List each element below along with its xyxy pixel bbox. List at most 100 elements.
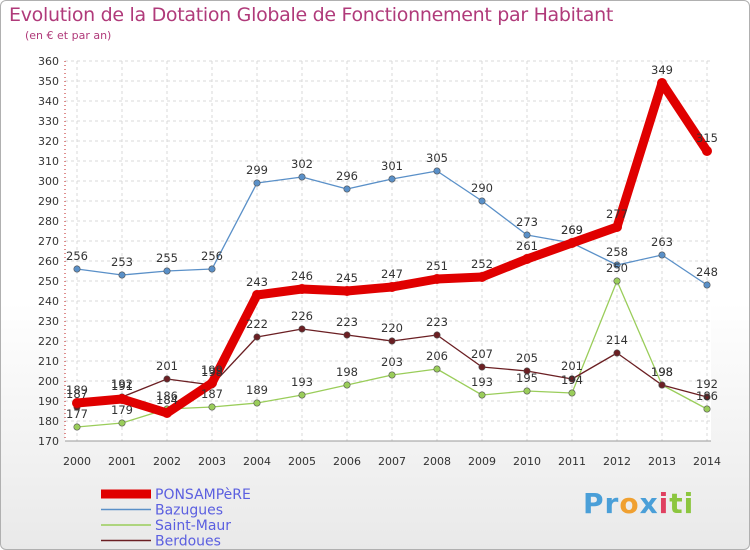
data-label: 186 — [156, 389, 178, 403]
plot-area — [65, 61, 711, 441]
y-tick-label: 340 — [38, 95, 59, 108]
data-point — [703, 281, 711, 289]
data-point — [163, 267, 171, 275]
data-point — [207, 378, 217, 388]
data-point — [568, 375, 576, 383]
legend-label: Bazugues — [155, 503, 223, 519]
x-tick-label: 2002 — [153, 455, 181, 468]
data-point — [567, 238, 577, 248]
data-label: 189 — [66, 383, 88, 397]
data-point — [523, 387, 531, 395]
data-label: 243 — [246, 275, 268, 289]
data-label: 203 — [381, 355, 403, 369]
data-label: 261 — [516, 239, 538, 253]
data-label: 184 — [156, 393, 178, 407]
x-tick-label: 2005 — [288, 455, 316, 468]
data-label: 251 — [426, 259, 448, 273]
data-label: 315 — [696, 131, 718, 145]
data-label: 258 — [606, 245, 628, 259]
data-point — [658, 251, 666, 259]
legend-label: Saint-Maur — [155, 518, 231, 534]
data-point — [253, 333, 261, 341]
logo-part-3: x — [639, 487, 659, 520]
data-label: 194 — [561, 373, 583, 387]
y-tick-label: 240 — [38, 295, 59, 308]
data-label: 192 — [111, 377, 133, 391]
y-tick-label: 300 — [38, 175, 59, 188]
y-tick-label: 180 — [38, 415, 59, 428]
data-label: 256 — [66, 249, 88, 263]
data-label: 177 — [66, 407, 88, 421]
data-label: 205 — [516, 351, 538, 365]
data-point — [208, 403, 216, 411]
data-point — [658, 381, 666, 389]
data-label: 193 — [291, 375, 313, 389]
data-point — [702, 146, 712, 156]
data-label: 301 — [381, 159, 403, 173]
data-point — [388, 337, 396, 345]
data-label: 192 — [696, 377, 718, 391]
data-label: 198 — [651, 365, 673, 379]
y-tick-label: 190 — [38, 395, 59, 408]
data-label: 191 — [111, 379, 133, 393]
data-label: 290 — [471, 181, 493, 195]
data-label: 277 — [606, 207, 628, 221]
data-label: 255 — [156, 251, 178, 265]
data-label: 207 — [471, 347, 493, 361]
x-tick-label: 2010 — [513, 455, 541, 468]
y-tick-label: 200 — [38, 375, 59, 388]
data-point — [118, 271, 126, 279]
y-tick-label: 170 — [38, 435, 59, 448]
y-tick-label: 220 — [38, 335, 59, 348]
data-label: 269 — [561, 223, 583, 237]
chart-title: Evolution de la Dotation Globale de Fonc… — [9, 4, 614, 26]
data-label: 195 — [516, 371, 538, 385]
data-label: 223 — [426, 315, 448, 329]
data-point — [523, 367, 531, 375]
data-point — [298, 173, 306, 181]
data-point — [298, 391, 306, 399]
data-point — [613, 261, 621, 269]
data-label: 186 — [696, 389, 718, 403]
data-label: 198 — [336, 365, 358, 379]
data-label: 252 — [471, 257, 493, 271]
y-tick-label: 290 — [38, 195, 59, 208]
x-tick-label: 2004 — [243, 455, 271, 468]
x-tick-label: 2009 — [468, 455, 496, 468]
data-point — [342, 286, 352, 296]
logo-part-2: o — [619, 487, 640, 520]
proxiti-logo: Proxiti — [583, 487, 694, 520]
data-label: 305 — [426, 151, 448, 165]
x-tick-label: 2003 — [198, 455, 226, 468]
data-label: 201 — [156, 359, 178, 373]
data-label: 214 — [606, 333, 628, 347]
data-label: 296 — [336, 169, 358, 183]
data-point — [523, 231, 531, 239]
x-tick-label: 2011 — [558, 455, 586, 468]
data-point — [252, 290, 262, 300]
data-point — [163, 375, 171, 383]
data-point — [478, 363, 486, 371]
data-label: 179 — [111, 403, 133, 417]
data-point — [477, 272, 487, 282]
y-tick-label: 360 — [38, 55, 59, 68]
logo-part-4: i — [658, 487, 670, 520]
x-tick-label: 2013 — [648, 455, 676, 468]
data-label: 226 — [291, 309, 313, 323]
legend-label: PONSAMPèRE — [155, 487, 251, 503]
data-point — [73, 265, 81, 273]
data-label: 220 — [381, 321, 403, 335]
data-point — [117, 394, 127, 404]
data-point — [568, 389, 576, 397]
data-label: 299 — [246, 163, 268, 177]
data-point — [703, 393, 711, 401]
data-point — [478, 391, 486, 399]
data-point — [433, 167, 441, 175]
x-tick-label: 2014 — [693, 455, 721, 468]
y-tick-label: 230 — [38, 315, 59, 328]
data-label: 193 — [471, 375, 493, 389]
x-tick-label: 2006 — [333, 455, 361, 468]
data-label: 187 — [66, 387, 88, 401]
y-tick-label: 260 — [38, 255, 59, 268]
